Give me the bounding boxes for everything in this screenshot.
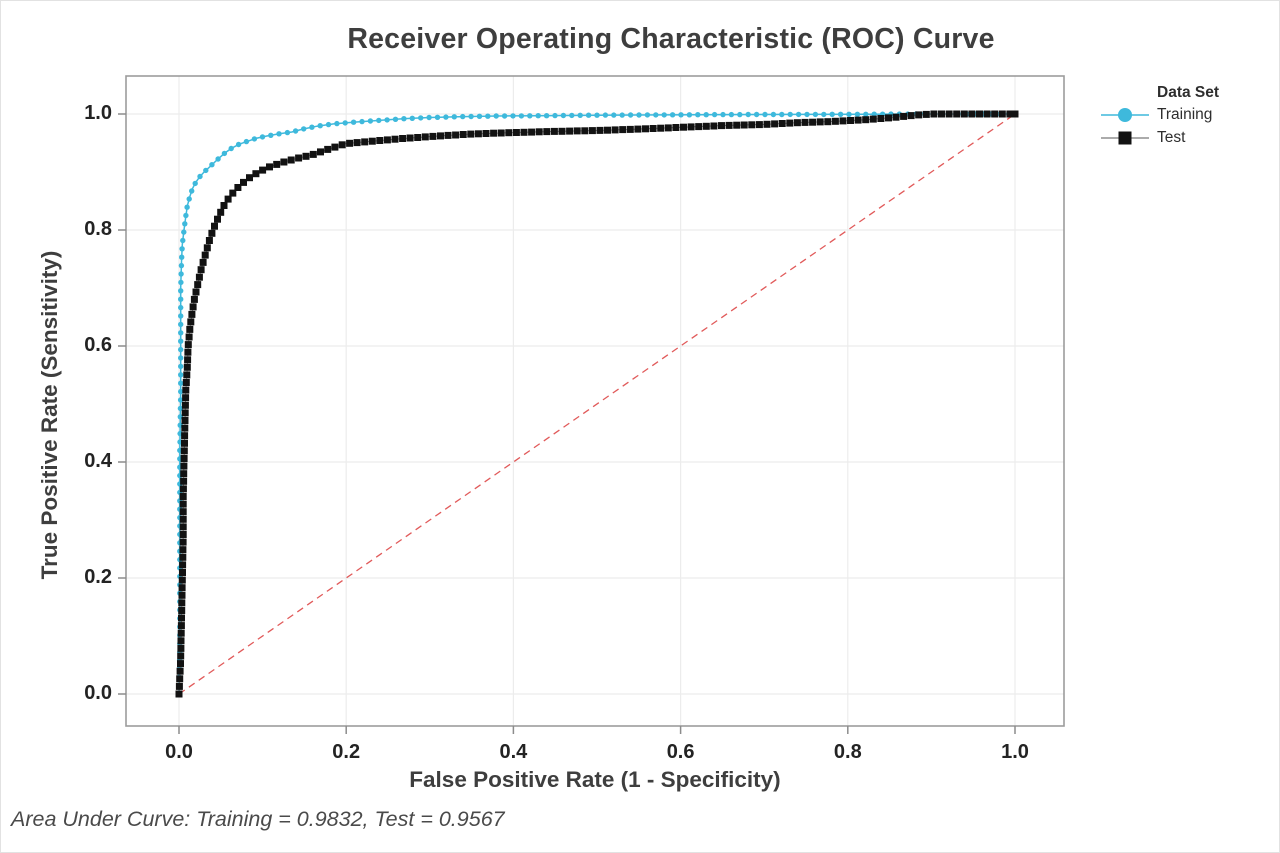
test-square-marker-icon: [1101, 131, 1149, 144]
legend: Data Set Training Test: [1099, 83, 1219, 149]
y-tick-label: 0.8: [84, 218, 112, 240]
y-axis-title: True Positive Rate (Sensitivity): [37, 250, 62, 580]
x-tick-label: 1.0: [1001, 741, 1029, 763]
training-circle-marker-icon: [1101, 107, 1149, 122]
roc-curve-test: [175, 110, 1019, 698]
plot-frame: [125, 75, 1065, 727]
x-tick-label: 0.0: [165, 741, 193, 763]
legend-item-test: Test: [1099, 126, 1219, 149]
chart-title: Receiver Operating Characteristic (ROC) …: [347, 23, 995, 55]
legend-item-training: Training: [1099, 103, 1219, 126]
x-tick-label: 0.2: [332, 741, 361, 763]
y-tick-label: 0.4: [84, 450, 112, 472]
y-tick-label: 0.0: [84, 682, 112, 704]
y-tick-label: 1.0: [84, 102, 112, 124]
y-tick-label: 0.6: [84, 334, 112, 356]
legend-label-test: Test: [1157, 128, 1186, 146]
x-tick-label: 0.4: [499, 741, 528, 763]
auc-footnote: Area Under Curve: Training = 0.9832, Tes…: [11, 807, 505, 831]
chance-diagonal-line: [178, 113, 1016, 695]
y-tick-label: 0.2: [84, 566, 112, 588]
x-tick-label: 0.6: [666, 741, 695, 763]
x-tick-label: 0.8: [833, 741, 862, 763]
legend-title: Data Set: [1157, 84, 1220, 101]
x-axis-title: False Positive Rate (1 - Specificity): [409, 767, 781, 792]
legend-label-training: Training: [1157, 105, 1213, 123]
axis-ticks: [118, 113, 1016, 734]
gridlines: [126, 76, 1064, 726]
